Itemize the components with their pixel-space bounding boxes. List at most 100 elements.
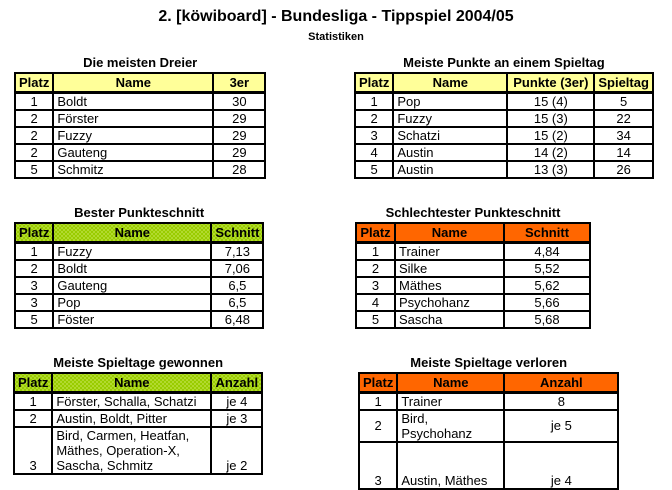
- table-cell: 7,06: [210, 258, 265, 278]
- table-cell: 15 (3): [506, 108, 596, 128]
- table-row: 3 Austin, Mäthes je 4: [357, 440, 620, 490]
- column-header: Name: [52, 222, 213, 244]
- table-cell: Pop: [52, 292, 213, 312]
- table-cell: Sascha: [394, 309, 505, 329]
- table-cell: 3: [12, 425, 54, 475]
- column-header: Spieltag: [593, 72, 654, 94]
- column-header: Punkte (3er): [506, 72, 596, 94]
- table-cell: 5: [13, 309, 55, 329]
- table-title: Bester Punkteschnitt: [74, 205, 205, 220]
- table-cell: 6,5: [210, 292, 265, 312]
- header-row: Platz Name Anzahl: [357, 372, 620, 394]
- column-header: Schnitt: [210, 222, 265, 244]
- table-row: 3 Mäthes 5,62: [355, 275, 591, 295]
- table-cell: Boldt: [52, 258, 213, 278]
- table-cell: 15 (4): [506, 91, 596, 111]
- table-cell: Gauteng: [52, 275, 213, 295]
- table-cell: Bird, Carmen, Heatfan, Mäthes, Operation…: [51, 425, 213, 475]
- table-cell: je 2: [210, 425, 264, 475]
- table-row: 5 Föster 6,48: [13, 309, 265, 329]
- table-row: 4 Psychohanz 5,66: [355, 292, 591, 312]
- table-cell: 3: [357, 440, 399, 490]
- table-cell: 14 (2): [506, 142, 596, 162]
- table-cell: Gauteng: [52, 142, 215, 162]
- table-row: 2 Austin, Boldt, Pitter je 3: [12, 408, 264, 428]
- table-cell: 2: [12, 408, 54, 428]
- stat-table-bester-punkteschnitt: Platz Name Schnitt 1 Fuzzy 7,13 2 Boldt 7,06 3 Gau…: [13, 222, 265, 329]
- table-row: 1 Fuzzy 7,13: [13, 241, 265, 261]
- table-cell: je 5: [503, 408, 620, 443]
- table-block-meiste-spieltage-gewonnen: Meiste Spieltage gewonnen Platz Name Anzah…: [12, 356, 264, 475]
- table-cell: 8: [503, 391, 620, 411]
- table-cell: 1: [357, 391, 399, 411]
- table-cell: 34: [593, 125, 654, 145]
- table-row: 1 Förster, Schalla, Schatzi je 4: [12, 391, 264, 411]
- table-block-bester-punkteschnitt: Bester Punkteschnitt Platz Name Schnitt 1 Fu…: [13, 205, 265, 329]
- column-header: Name: [396, 372, 506, 394]
- table-cell: 1: [355, 241, 396, 261]
- table-row: 2 Bird, Psychohanz je 5: [357, 408, 620, 443]
- table-cell: Schmitz: [52, 159, 215, 179]
- table-cell: je 4: [210, 391, 264, 411]
- table-cell: 2: [355, 258, 396, 278]
- table-title: Meiste Punkte an einem Spieltag: [403, 55, 605, 70]
- table-cell: 3: [355, 275, 396, 295]
- stat-table-meiste-spieltage-gewonnen: Platz Name Anzahl 1 Förster, Schalla, Schatz…: [12, 372, 264, 475]
- table-cell: 2: [13, 258, 55, 278]
- table-cell: Fuzzy: [52, 125, 215, 145]
- table-cell: 3: [13, 292, 55, 312]
- column-header: 3er: [212, 72, 267, 94]
- table-cell: 5,52: [503, 258, 591, 278]
- table-row: 2 Silke 5,52: [355, 258, 591, 278]
- table-row: 5 Schmitz 28: [13, 159, 267, 179]
- table-cell: 5: [593, 91, 654, 111]
- table-cell: Förster: [52, 108, 215, 128]
- table-cell: Austin: [392, 159, 509, 179]
- table-cell: 2: [13, 142, 55, 162]
- table-cell: 30: [212, 91, 267, 111]
- table-cell: Austin, Boldt, Pitter: [51, 408, 213, 428]
- page-subtitle: Statistiken: [308, 31, 364, 43]
- table-row: 2 Fuzzy 29: [13, 125, 267, 145]
- header-row: Platz Name Anzahl: [12, 372, 264, 394]
- header-row: Platz Name Schnitt: [13, 222, 265, 244]
- table-cell: 4,84: [503, 241, 591, 261]
- table-cell: 28: [212, 159, 267, 179]
- table-cell: 14: [593, 142, 654, 162]
- column-header: Anzahl: [503, 372, 620, 394]
- table-cell: 22: [593, 108, 654, 128]
- table-cell: 4: [355, 292, 396, 312]
- table-cell: 6,48: [210, 309, 265, 329]
- column-header: Name: [394, 222, 505, 244]
- table-block-meiste-spieltage-verloren: Meiste Spieltage verloren Platz Name Anzah…: [357, 356, 620, 490]
- table-cell: 7,13: [210, 241, 265, 261]
- table-cell: 5: [13, 159, 55, 179]
- table-cell: 2: [353, 108, 395, 128]
- table-cell: 5,62: [503, 275, 591, 295]
- table-row: 3 Pop 6,5: [13, 292, 265, 312]
- header-row: Platz Name 3er: [13, 72, 267, 94]
- table-row: 1 Trainer 4,84: [355, 241, 591, 261]
- column-header: Platz: [13, 222, 55, 244]
- column-header: Name: [52, 72, 215, 94]
- table-cell: 1: [12, 391, 54, 411]
- table-title: Die meisten Dreier: [83, 55, 198, 70]
- column-header: Platz: [12, 372, 54, 394]
- table-cell: je 4: [503, 440, 620, 490]
- table-block-die-meisten-dreier: Die meisten Dreier Platz Name 3er 1 Boldt 30 2…: [13, 55, 267, 179]
- table-row: 3 Schatzi 15 (2) 34: [353, 125, 654, 145]
- table-cell: 5: [355, 309, 396, 329]
- column-header: Platz: [357, 372, 399, 394]
- table-cell: 4: [353, 142, 395, 162]
- table-cell: Schatzi: [392, 125, 509, 145]
- table-cell: Trainer: [396, 391, 506, 411]
- table-cell: Austin: [392, 142, 509, 162]
- table-cell: 5: [353, 159, 395, 179]
- table-cell: Silke: [394, 258, 505, 278]
- table-cell: Mäthes: [394, 275, 505, 295]
- table-cell: 1: [13, 91, 55, 111]
- table-cell: Trainer: [394, 241, 505, 261]
- table-cell: Förster, Schalla, Schatzi: [51, 391, 213, 411]
- table-cell: 15 (2): [506, 125, 596, 145]
